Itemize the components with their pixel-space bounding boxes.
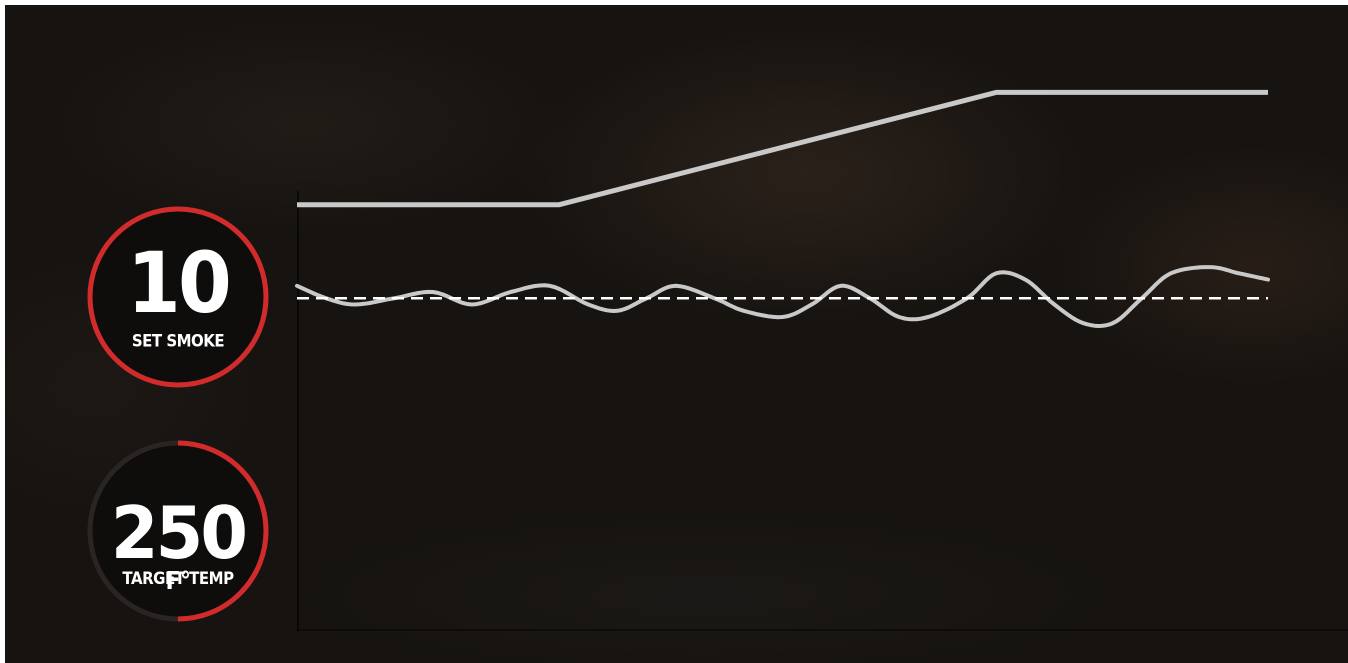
target-temp-gauge: F° 250 TARGET TEMP	[83, 436, 273, 626]
chart-plot	[295, 89, 1270, 328]
gauge-progress-arc	[87, 206, 269, 388]
gauge-fill-circle	[90, 443, 266, 619]
set-smoke-label: SET SMOKE	[131, 330, 225, 352]
set-smoke-ring	[87, 206, 269, 388]
smoke-series-line	[297, 89, 1268, 208]
target-temp-value: 250	[110, 491, 248, 575]
temperature-series-line	[295, 265, 1270, 328]
gauge-fill-circle	[90, 209, 266, 385]
temp-unit-label: F°	[165, 567, 191, 596]
y-axis-line	[297, 191, 299, 631]
set-smoke-value: 10	[126, 234, 232, 332]
gauge-progress-arc	[87, 440, 269, 622]
target-temp-ring	[87, 440, 269, 622]
target-temp-label: TARGET TEMP	[122, 567, 234, 589]
set-smoke-gauge: 10 SET SMOKE	[83, 202, 273, 392]
background-frame: 10 SET SMOKE F° 250 TARGET TEMP	[5, 5, 1348, 663]
x-axis-line	[297, 629, 1348, 631]
